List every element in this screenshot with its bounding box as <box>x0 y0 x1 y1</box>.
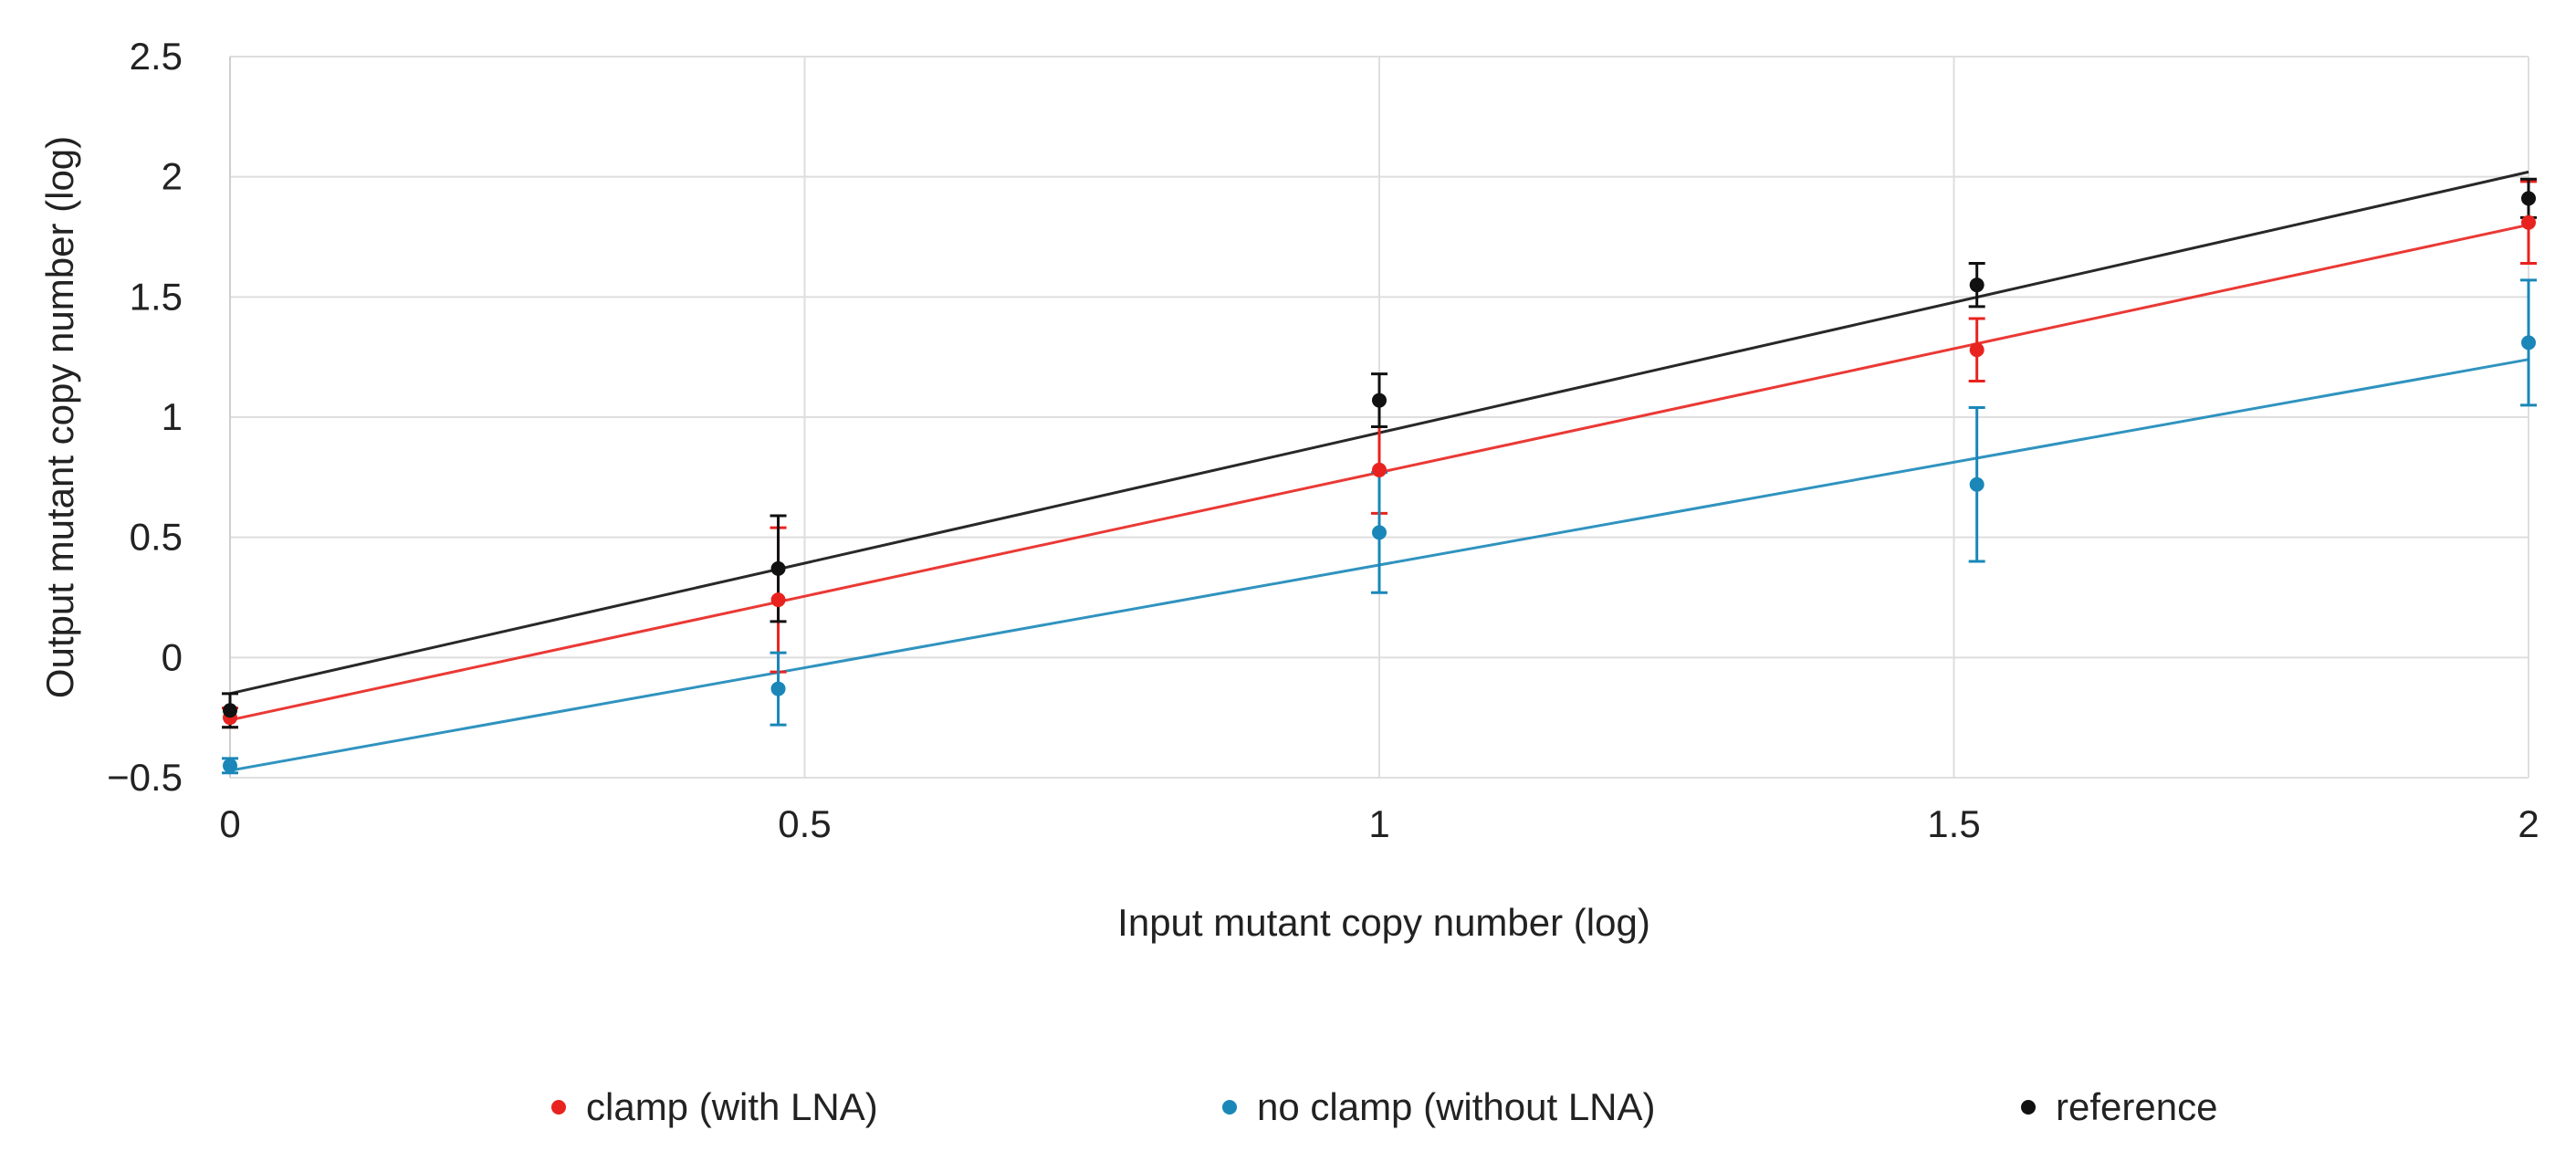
legend-marker-reference <box>2021 1100 2036 1115</box>
x-tick-label: 1 <box>1368 802 1389 845</box>
point-clamp-with-lna <box>770 592 786 608</box>
point-layer <box>223 191 2536 773</box>
point-no-clamp-without-lna <box>223 758 237 773</box>
x-tick-label: 0.5 <box>778 802 831 845</box>
y-tick-label: 1 <box>162 395 183 438</box>
point-clamp-with-lna <box>2521 215 2536 230</box>
point-reference <box>1969 277 1984 293</box>
y-tick-label: 0 <box>162 635 183 678</box>
point-no-clamp-without-lna <box>1969 476 1984 492</box>
point-reference <box>770 560 786 576</box>
point-clamp-with-lna <box>1372 462 1387 477</box>
y-tick-label: 1.5 <box>130 275 183 318</box>
grid-layer <box>229 56 2529 779</box>
point-reference <box>2521 191 2536 206</box>
point-reference <box>223 703 237 718</box>
tick-layer: −0.5 0 0.5 1 1.5 2 2.5 0 0.5 1 1.5 2 <box>107 35 2539 845</box>
legend-label-no-clamp-without-lna: no clamp (without LNA) <box>1257 1085 1656 1128</box>
x-tick-label: 1.5 <box>1927 802 1980 845</box>
point-clamp-with-lna <box>1969 342 1984 358</box>
legend-marker-clamp-with-lna <box>551 1100 566 1115</box>
y-tick-label: −0.5 <box>107 756 183 799</box>
legend-label-clamp-with-lna: clamp (with LNA) <box>586 1085 878 1128</box>
legend-label-reference: reference <box>2056 1085 2217 1128</box>
y-tick-label: 2 <box>162 155 183 198</box>
legend-marker-no-clamp-without-lna <box>1222 1100 1237 1115</box>
x-axis-title: Input mutant copy number (log) <box>1117 901 1650 944</box>
x-tick-label: 2 <box>2518 802 2539 845</box>
y-tick-label: 0.5 <box>130 516 183 559</box>
y-axis-title: Output mutant copy number (log) <box>38 136 81 698</box>
legend: clamp (with LNA) no clamp (without LNA) re… <box>551 1085 2217 1128</box>
point-no-clamp-without-lna <box>2521 335 2536 351</box>
point-no-clamp-without-lna <box>1372 525 1387 540</box>
point-no-clamp-without-lna <box>770 681 786 696</box>
point-reference <box>1372 393 1387 408</box>
y-tick-label: 2.5 <box>130 35 183 78</box>
x-tick-label: 0 <box>219 802 240 845</box>
